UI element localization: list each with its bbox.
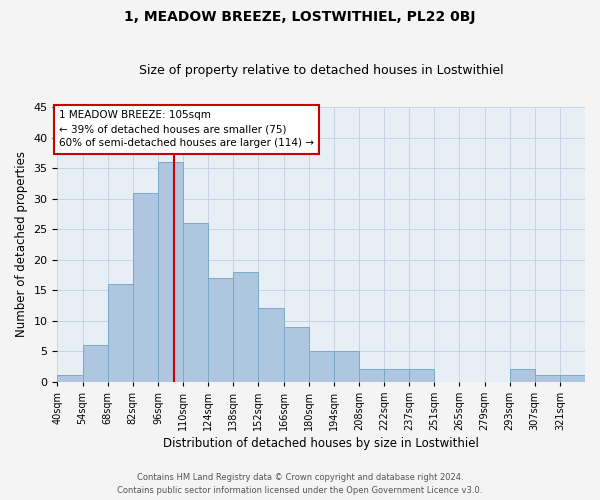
Bar xyxy=(334,351,359,382)
Title: Size of property relative to detached houses in Lostwithiel: Size of property relative to detached ho… xyxy=(139,64,503,77)
Bar xyxy=(359,370,384,382)
Bar xyxy=(133,192,158,382)
Bar xyxy=(509,370,535,382)
Bar xyxy=(58,376,83,382)
Text: 1, MEADOW BREEZE, LOSTWITHIEL, PL22 0BJ: 1, MEADOW BREEZE, LOSTWITHIEL, PL22 0BJ xyxy=(124,10,476,24)
X-axis label: Distribution of detached houses by size in Lostwithiel: Distribution of detached houses by size … xyxy=(163,437,479,450)
Bar xyxy=(83,345,107,382)
Bar xyxy=(107,284,133,382)
Bar xyxy=(233,272,259,382)
Bar xyxy=(158,162,183,382)
Bar xyxy=(308,351,334,382)
Bar xyxy=(259,308,284,382)
Bar xyxy=(183,223,208,382)
Y-axis label: Number of detached properties: Number of detached properties xyxy=(15,152,28,338)
Bar xyxy=(384,370,409,382)
Text: Contains HM Land Registry data © Crown copyright and database right 2024.
Contai: Contains HM Land Registry data © Crown c… xyxy=(118,474,482,495)
Bar xyxy=(535,376,560,382)
Bar xyxy=(284,326,308,382)
Bar xyxy=(560,376,585,382)
Bar xyxy=(409,370,434,382)
Text: 1 MEADOW BREEZE: 105sqm
← 39% of detached houses are smaller (75)
60% of semi-de: 1 MEADOW BREEZE: 105sqm ← 39% of detache… xyxy=(59,110,314,148)
Bar xyxy=(208,278,233,382)
